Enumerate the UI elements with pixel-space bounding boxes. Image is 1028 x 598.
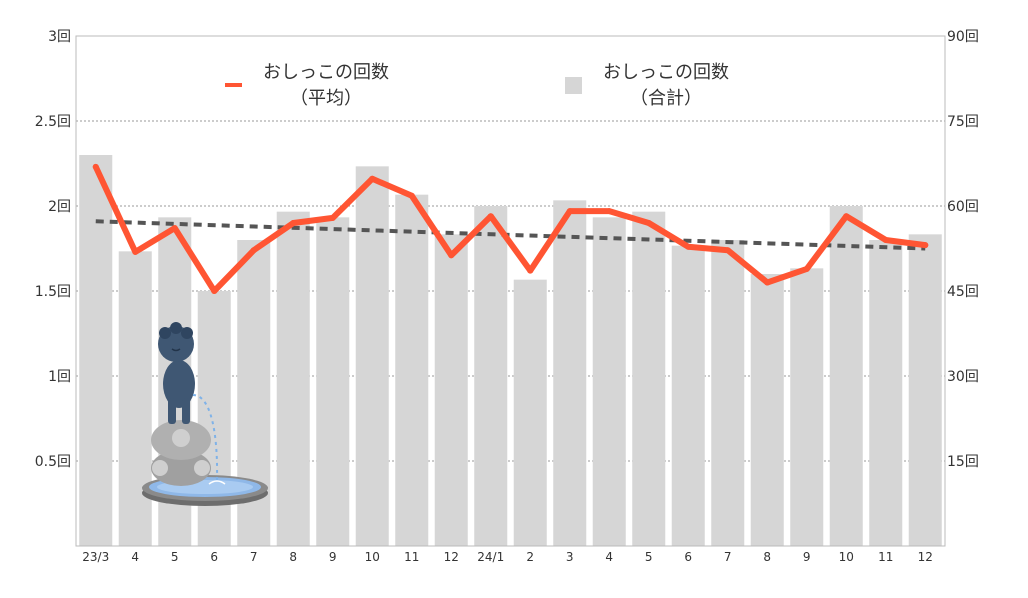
line-series-average	[92, 163, 929, 294]
trendline-average	[95, 219, 926, 251]
x-tick-11: 2	[526, 550, 534, 564]
x-tick-12: 3	[566, 550, 574, 564]
x-tick-8: 11	[404, 550, 419, 564]
bar-17	[750, 274, 784, 546]
average-point-0	[92, 163, 99, 170]
y-right-tick-3: 60回	[947, 199, 979, 215]
x-tick-3: 6	[210, 550, 218, 564]
x-tick-1: 4	[131, 550, 139, 564]
bar-14	[632, 211, 666, 546]
y-left-tick-2: 1.5回	[35, 284, 71, 300]
average-line	[92, 163, 929, 294]
bar-3	[197, 291, 231, 546]
average-point-12	[566, 208, 573, 215]
bar-20	[869, 240, 903, 546]
legend-swatch-total	[565, 77, 582, 94]
y-right-tick-2: 45回	[947, 284, 979, 300]
bar-5	[276, 211, 310, 546]
x-tick-9: 12	[444, 550, 459, 564]
average-point-5	[290, 220, 297, 226]
average-point-2	[171, 225, 178, 232]
average-point-11	[527, 267, 534, 274]
manneken-pis-fountain-illustration	[142, 322, 268, 506]
average-point-21	[922, 242, 929, 249]
bar-6	[316, 217, 350, 547]
bar-18	[790, 268, 824, 546]
average-point-16	[724, 247, 731, 254]
y-left-tick-5: 3回	[48, 29, 71, 45]
bar-21	[908, 234, 942, 547]
x-tick-14: 5	[645, 550, 653, 564]
average-point-19	[843, 213, 850, 220]
average-point-8	[408, 192, 415, 199]
legend-label-average-line2: （平均）	[290, 88, 362, 109]
bar-15	[671, 245, 705, 546]
average-point-6	[329, 214, 336, 221]
x-tick-5: 8	[289, 550, 297, 564]
x-tick-6: 9	[329, 550, 337, 564]
average-point-10	[487, 213, 494, 220]
axes: 0.5回 1回 1.5回 2回 2.5回 3回 15回 30回 45回 60回 75回 90回 23/3…	[35, 29, 979, 564]
average-point-7	[369, 175, 376, 182]
y-left-tick-3: 2回	[48, 199, 71, 215]
bar-7	[355, 166, 389, 547]
y-left-tick-0: 0.5回	[35, 454, 71, 470]
legend-label-total-line2: （合計）	[630, 88, 702, 109]
x-tick-7: 10	[365, 550, 380, 564]
legend-swatch-average	[225, 83, 242, 87]
legend: おしっこの回数 （平均） おしっこの回数 （合計）	[225, 62, 729, 109]
average-point-13	[606, 208, 613, 215]
plot-frame	[75, 35, 946, 547]
legend-label-total-line1: おしっこの回数	[603, 62, 729, 83]
bar-0	[79, 155, 113, 546]
bar-13	[592, 217, 626, 547]
x-tick-10: 24/1	[477, 550, 504, 564]
x-tick-20: 11	[878, 550, 893, 564]
average-point-9	[448, 252, 455, 259]
y-right-tick-1: 30回	[947, 369, 979, 385]
bar-12	[553, 200, 587, 547]
x-tick-19: 10	[839, 550, 854, 564]
y-left-tick-1: 1回	[48, 369, 71, 385]
average-point-14	[645, 220, 652, 226]
x-tick-18: 9	[803, 550, 811, 564]
bar-11	[513, 279, 547, 546]
x-tick-4: 7	[250, 550, 258, 564]
average-point-3	[211, 288, 218, 294]
average-point-18	[803, 265, 810, 272]
x-tick-15: 6	[684, 550, 692, 564]
y-left-tick-4: 2.5回	[35, 114, 71, 130]
average-point-17	[764, 279, 771, 286]
y-right-tick-5: 90回	[947, 29, 979, 45]
bar-1	[118, 251, 152, 547]
bar-10	[474, 206, 508, 546]
average-point-20	[882, 237, 889, 243]
x-tick-16: 7	[724, 550, 732, 564]
average-point-4	[250, 247, 257, 254]
bar-16	[711, 240, 745, 546]
bar-19	[829, 206, 863, 546]
x-tick-17: 8	[763, 550, 771, 564]
bar-9	[434, 234, 468, 547]
bar-8	[395, 194, 429, 546]
average-point-15	[685, 243, 692, 250]
x-tick-0: 23/3	[82, 550, 109, 564]
trendline	[95, 219, 926, 251]
x-tick-21: 12	[918, 550, 933, 564]
y-right-tick-4: 75回	[947, 114, 979, 130]
y-right-tick-0: 15回	[947, 454, 979, 470]
legend-label-average-line1: おしっこの回数	[263, 62, 389, 83]
average-point-1	[132, 248, 139, 255]
x-tick-13: 4	[605, 550, 613, 564]
x-tick-2: 5	[171, 550, 179, 564]
